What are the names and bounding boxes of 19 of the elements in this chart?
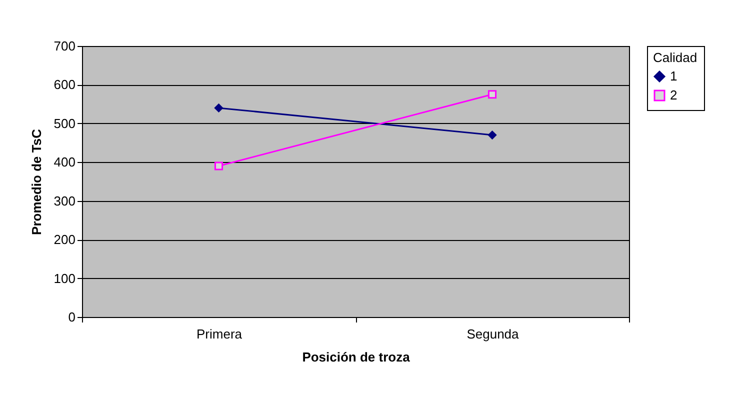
legend-title: Calidad	[653, 50, 698, 65]
y-tick-label: 700	[54, 38, 76, 54]
y-tick-label: 200	[54, 232, 76, 248]
y-axis-title: Promedio de TsC	[28, 128, 44, 235]
y-tick-label: 0	[68, 310, 76, 324]
point	[214, 104, 224, 112]
y-tick-label: 300	[54, 193, 76, 208]
legend-label: 2	[670, 88, 678, 102]
point	[488, 90, 497, 99]
y-tick-label: 100	[54, 270, 76, 286]
point	[488, 130, 497, 140]
y-tick-label: 600	[54, 77, 76, 92]
y-tick-label: 400	[54, 154, 76, 170]
point	[214, 162, 224, 170]
legend-label: 1	[670, 68, 678, 84]
x-tick-label: Primera	[196, 326, 243, 342]
x-axis-title: Posición de troza	[302, 350, 411, 364]
x-tick-label: Segunda	[466, 326, 520, 342]
y-tick-label: 500	[54, 116, 76, 131]
